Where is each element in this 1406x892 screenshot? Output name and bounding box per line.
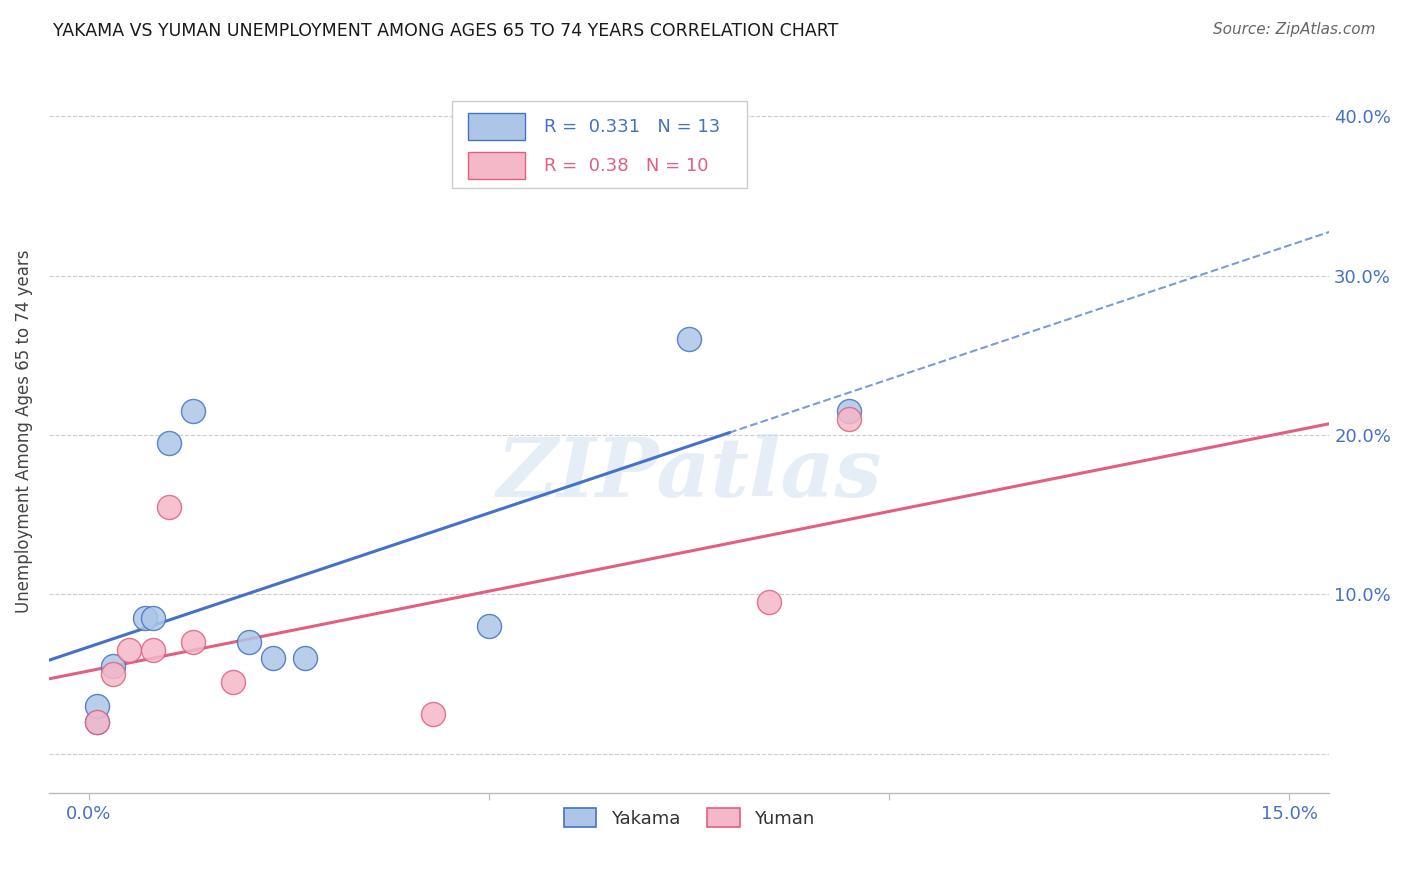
Point <box>838 412 860 426</box>
Point <box>86 698 108 713</box>
Text: Source: ZipAtlas.com: Source: ZipAtlas.com <box>1212 22 1375 37</box>
Text: R =  0.38   N = 10: R = 0.38 N = 10 <box>544 157 709 175</box>
FancyBboxPatch shape <box>468 152 526 179</box>
Point <box>118 643 141 657</box>
FancyBboxPatch shape <box>468 112 526 140</box>
Point <box>222 674 245 689</box>
Y-axis label: Unemployment Among Ages 65 to 74 years: Unemployment Among Ages 65 to 74 years <box>15 249 32 613</box>
Point <box>142 611 165 625</box>
Text: YAKAMA VS YUMAN UNEMPLOYMENT AMONG AGES 65 TO 74 YEARS CORRELATION CHART: YAKAMA VS YUMAN UNEMPLOYMENT AMONG AGES … <box>53 22 839 40</box>
Point <box>134 611 156 625</box>
Point <box>294 651 316 665</box>
Point <box>86 714 108 729</box>
Point <box>758 595 780 609</box>
Point <box>142 643 165 657</box>
Point <box>678 332 700 346</box>
Text: R =  0.331   N = 13: R = 0.331 N = 13 <box>544 118 721 136</box>
Point <box>101 666 124 681</box>
Text: ZIPatlas: ZIPatlas <box>496 434 882 515</box>
Point <box>238 635 260 649</box>
Point <box>157 436 180 450</box>
Point <box>838 404 860 418</box>
Point <box>181 404 204 418</box>
Point <box>478 619 501 633</box>
Point <box>181 635 204 649</box>
Point <box>157 500 180 514</box>
Point <box>422 706 444 721</box>
Legend: Yakama, Yuman: Yakama, Yuman <box>557 801 821 835</box>
Point <box>86 714 108 729</box>
Point <box>101 659 124 673</box>
Point <box>262 651 284 665</box>
FancyBboxPatch shape <box>453 101 747 188</box>
